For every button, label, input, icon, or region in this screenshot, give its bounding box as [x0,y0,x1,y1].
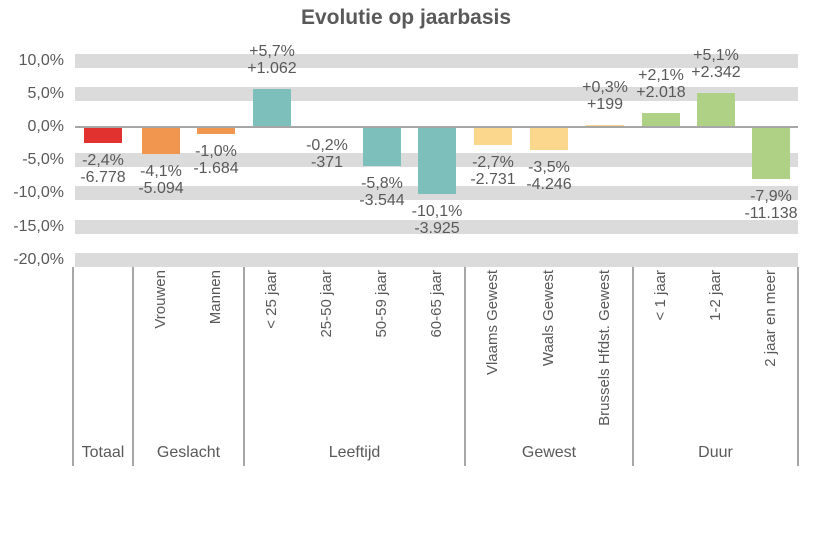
bar-pct-label: +2,1% [638,67,684,84]
bar-abs-label: +2.018 [636,84,686,101]
y-axis-tick-label: -5,0% [22,151,64,168]
y-axis-tick-label: -15,0% [13,218,64,235]
category-label: 1-2 jaar [707,270,724,321]
bar-pct-label: -2,4% [82,152,124,169]
category-label: 2 jaar en meer [762,270,779,367]
bar-value-labels: +5,7% +1.062 [207,43,337,77]
y-axis-tick-label: 0,0% [27,118,64,135]
bar-pct-label: -1,0% [195,143,237,160]
bar-abs-label: -6.778 [80,169,126,186]
bar-pct-label: +5,1% [693,47,739,64]
category-label: < 25 jaar [263,270,280,329]
bar-value-labels: -3,5% -4.246 [484,159,614,193]
bar-abs-label: -3.925 [414,220,460,237]
bar-< 1 jaar [642,113,680,127]
bar-pct-label: -10,1% [411,203,463,220]
bar-value-labels: +2,1% +2.018 [596,67,726,101]
bar-pct-label: -3,5% [528,159,570,176]
category-label: Waals Gewest [540,270,557,367]
bar-pct-label: +5,7% [249,43,295,60]
bar-2 jaar en meer [752,127,790,179]
bar-pct-label: -5,8% [361,175,403,192]
y-axis-tick-label: 10,0% [18,52,64,69]
bar-pct-label: +0,3% [582,79,628,96]
category-label: 25-50 jaar [318,270,335,338]
bar-value-labels: -1,0% -1.684 [151,143,281,177]
grid-band [75,54,798,68]
category-label: Vlaams Gewest [484,270,501,376]
bar-abs-label: -3.544 [359,192,405,209]
bar-value-labels: +5,1% +2.342 [651,47,781,81]
group-separator [632,267,634,466]
group-label: Duur [698,444,733,461]
group-label: Leeftijd [328,444,381,461]
category-label: < 1 jaar [652,270,669,321]
group-separator [464,267,466,466]
bar-value-labels: +0,3% +199 [540,79,670,113]
category-label: 50-59 jaar [373,270,390,338]
bar-abs-label: -11.138 [744,205,798,222]
bar-value-labels: -2,4% -6.778 [38,152,168,186]
zero-axis-line [75,126,798,128]
bar-abs-label: +2.342 [691,64,741,81]
category-label: Mannen [207,270,224,325]
group-separator [132,267,134,466]
group-separator [797,267,799,466]
bar-abs-label: -5.094 [138,180,184,197]
bar-Vlaams Gewest [474,127,512,145]
bar-50-59 jaar [363,127,401,166]
bar-abs-label: -1.684 [193,160,239,177]
bar-Totaal [84,127,122,143]
grid-band [75,253,798,267]
group-label: Totaal [81,444,125,461]
y-axis-tick-label: -10,0% [13,184,64,201]
bar-Waals Gewest [530,127,568,150]
bar-abs-label: +1.062 [247,60,297,77]
grid-band [75,220,798,234]
bar-value-labels: -0,2% -371 [262,137,392,171]
group-separator [243,267,245,466]
group-label: Gewest [521,444,577,461]
bar-value-labels: -2,7% -2.731 [428,154,558,188]
y-axis-tick-label: 5,0% [27,85,64,102]
bar-abs-label: -2.731 [470,171,516,188]
category-label: 60-65 jaar [428,270,445,338]
bar-abs-label: -4.246 [526,176,572,193]
y-axis-tick-label: -20,0% [13,251,64,268]
bar-pct-label: -0,2% [306,137,348,154]
group-separator [72,267,74,466]
bar-Vrouwen [142,127,180,154]
bar-pct-label: -2,7% [472,154,514,171]
bar-value-labels: -7,9% -11.138 [706,188,828,222]
group-label: Geslacht [156,444,221,461]
bar-abs-label: +199 [586,96,624,113]
bar-value-labels: -5,8% -3.544 [317,175,447,209]
category-label: Brussels Hfdst. Gewest [596,270,613,426]
bar-Mannen [197,127,235,134]
category-label: Vrouwen [152,270,169,329]
bar-60-65 jaar [418,127,456,194]
bar-< 25 jaar [253,89,291,127]
bar-value-labels: -4,1% -5.094 [96,163,226,197]
bar-pct-label: -4,1% [140,163,182,180]
bar-value-labels: -10,1% -3.925 [372,203,502,237]
bar-abs-label: -371 [310,154,344,171]
bar-pct-label: -7,9% [750,188,792,205]
chart-title: Evolutie op jaarbasis [300,6,512,29]
bar-1-2 jaar [697,93,735,127]
